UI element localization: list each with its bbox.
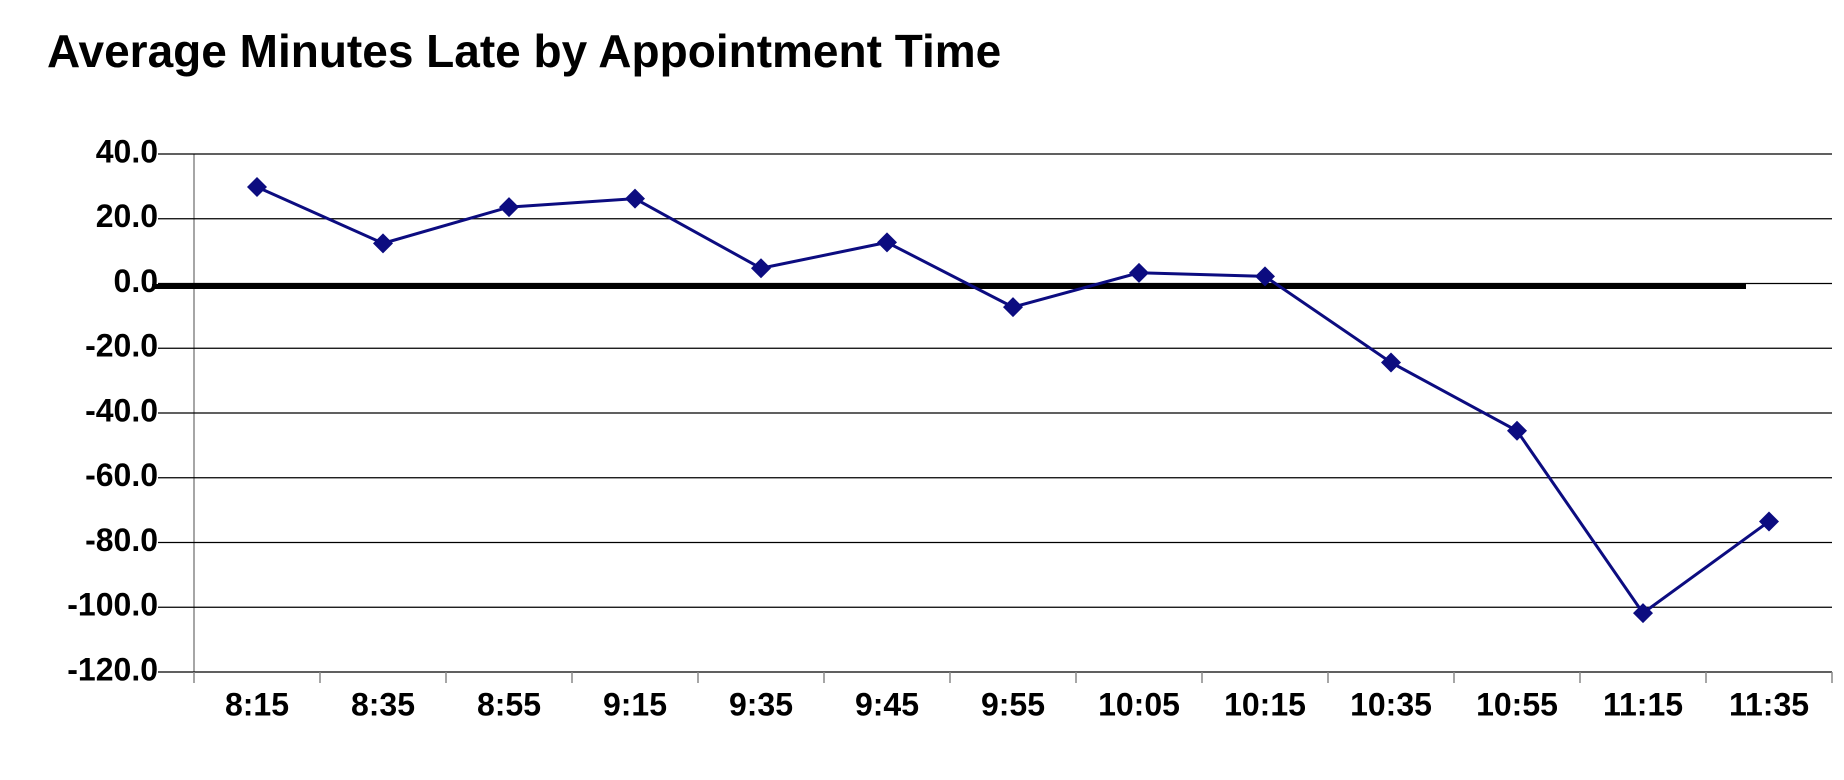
x-tick-label: 9:45	[855, 686, 919, 722]
y-tick-label: -20.0	[85, 328, 158, 364]
y-tick-label: -60.0	[85, 457, 158, 493]
data-marker	[1633, 603, 1653, 624]
x-tick-label: 10:15	[1224, 686, 1306, 722]
x-tick-label: 8:35	[351, 686, 415, 722]
y-tick-label: 40.0	[96, 133, 158, 169]
x-tick-label: 8:15	[225, 686, 289, 722]
data-marker	[1003, 297, 1023, 318]
x-tick-label: 10:05	[1098, 686, 1180, 722]
chart-title: Average Minutes Late by Appointment Time	[47, 25, 1001, 77]
data-marker	[373, 233, 393, 254]
data-marker	[499, 197, 519, 218]
data-marker	[1255, 266, 1275, 287]
y-tick-label: -120.0	[67, 651, 158, 687]
y-tick-label: -100.0	[67, 587, 158, 623]
x-tick-label: 9:15	[603, 686, 667, 722]
x-tick-label: 10:35	[1350, 686, 1432, 722]
data-marker	[1381, 352, 1401, 373]
data-marker	[751, 258, 771, 279]
x-tick-label: 10:55	[1476, 686, 1558, 722]
x-tick-label: 11:15	[1603, 686, 1683, 722]
x-tick-label: 9:35	[729, 686, 793, 722]
y-tick-label: 20.0	[96, 198, 158, 234]
data-marker	[1129, 262, 1149, 283]
x-tick-label: 8:55	[477, 686, 541, 722]
data-marker	[247, 177, 267, 198]
y-tick-label: -80.0	[85, 522, 158, 558]
data-marker	[877, 232, 897, 253]
y-tick-label: 0.0	[114, 263, 158, 299]
data-marker	[1759, 511, 1779, 532]
data-marker	[625, 188, 645, 209]
data-marker	[1507, 420, 1527, 441]
x-tick-label: 11:35	[1729, 686, 1809, 722]
x-tick-label: 9:55	[981, 686, 1045, 722]
data-line	[256, 185, 1770, 616]
y-tick-label: -40.0	[85, 392, 158, 428]
